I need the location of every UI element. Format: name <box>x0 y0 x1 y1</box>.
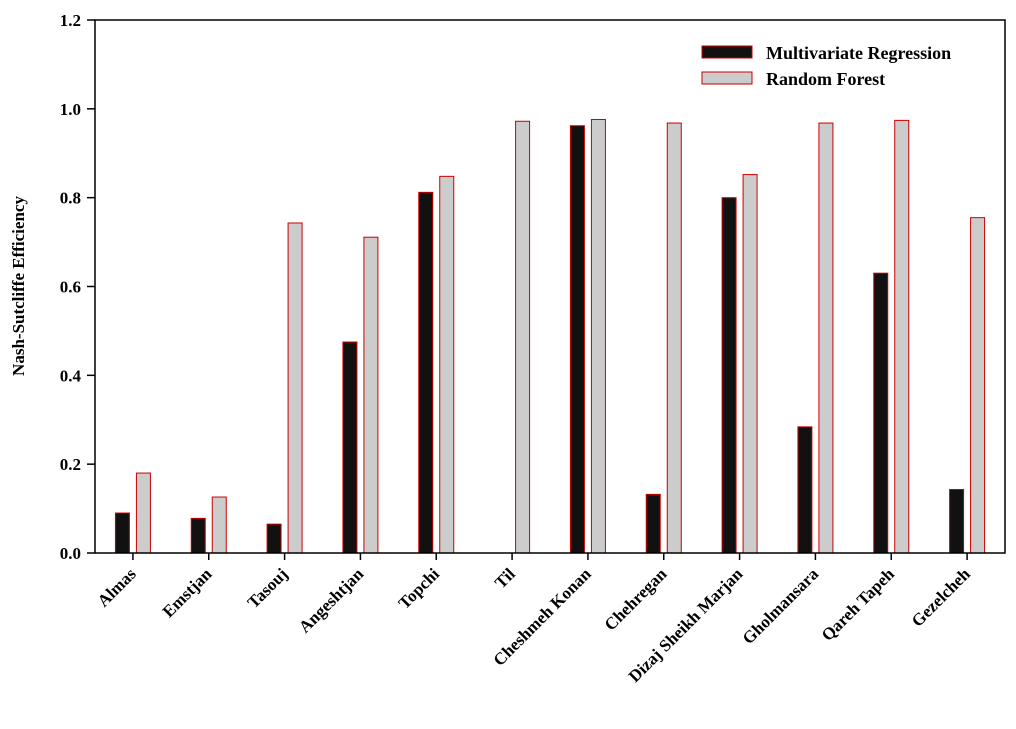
bar-random-forest <box>818 122 834 554</box>
x-tick-label: Qareh Tapeh <box>818 564 899 645</box>
bar-random-forest <box>590 118 606 554</box>
bar-multivariate-regression <box>266 523 282 554</box>
bar-random-forest <box>135 472 151 554</box>
y-tick-label: 0.0 <box>60 544 81 563</box>
bar-multivariate-regression <box>342 341 358 554</box>
x-tick-label: Emstjan <box>159 564 216 621</box>
axes: 0.0 0.2 0.4 0.6 0.8 1.0 1.2 Almas Emstjan Tasouj A… <box>60 11 1006 686</box>
bar-multivariate-regression <box>949 488 965 554</box>
x-tick-label: Chehregan <box>601 564 671 634</box>
bar-random-forest <box>211 496 227 554</box>
bar-random-forest <box>363 236 379 554</box>
bar-multivariate-regression <box>721 197 737 554</box>
bar-random-forest <box>894 119 910 554</box>
bar-random-forest <box>515 120 531 554</box>
y-tick-label: 0.4 <box>60 366 82 385</box>
x-tick-label: Gezelcheh <box>908 564 975 631</box>
legend-swatch <box>701 71 753 85</box>
plot-area <box>114 118 986 554</box>
x-tick-label: Gholmansara <box>739 564 823 648</box>
bar-multivariate-regression <box>873 272 889 554</box>
bar-multivariate-regression <box>190 517 206 554</box>
bar-multivariate-regression <box>797 426 813 554</box>
y-tick-label: 1.0 <box>60 100 81 119</box>
legend-label: Multivariate Regression <box>766 43 951 63</box>
y-tick-label: 0.6 <box>60 278 81 297</box>
x-tick-label: Angeshtjan <box>295 564 368 637</box>
x-tick-label: Til <box>491 564 519 592</box>
y-axis-title: Nash-Sutcliffe Efficiency <box>9 196 28 376</box>
legend-swatch <box>701 45 753 59</box>
plot-frame <box>94 19 1006 554</box>
legend-label: Random Forest <box>766 69 885 89</box>
bar-multivariate-regression <box>645 493 661 554</box>
bar-random-forest <box>666 122 682 554</box>
y-tick-label: 0.8 <box>60 189 81 208</box>
y-tick-label: 1.2 <box>60 11 81 30</box>
bar-multivariate-regression <box>418 191 434 554</box>
bar-random-forest <box>287 222 303 554</box>
x-tick-label: Topchi <box>395 564 444 613</box>
x-tick-label: Almas <box>94 564 140 610</box>
bar-random-forest <box>439 175 455 554</box>
bar-multivariate-regression <box>114 512 130 554</box>
y-tick-label: 0.2 <box>60 455 81 474</box>
bar-random-forest <box>970 217 986 554</box>
legend: Multivariate Regression Random Forest <box>701 43 951 89</box>
bar-multivariate-regression <box>569 125 585 554</box>
x-tick-label: Tasouj <box>244 564 292 612</box>
bar-random-forest <box>742 174 758 554</box>
